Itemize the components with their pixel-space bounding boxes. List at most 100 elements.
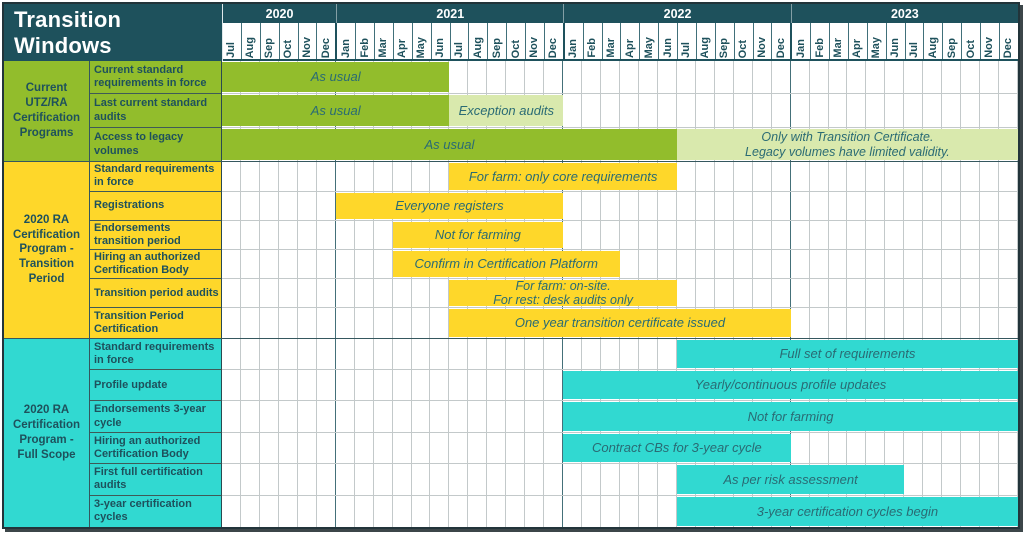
timeline-cell [563,338,583,369]
month-label: Jul [225,42,238,58]
timeline-cell [791,220,810,249]
month-label: Aug [244,36,257,58]
timeline-cell [999,162,1019,191]
month-cell: Aug [242,23,261,59]
timeline-cell [639,94,658,127]
timeline-cell [298,401,317,432]
timeline-cell [241,401,260,432]
timeline-cell [715,279,734,308]
timeline-cell [904,308,924,338]
timeline-cell [374,432,393,464]
month-cell: Jul [451,23,470,59]
year-cell-2021: 2021 [336,4,563,23]
timeline-cell [942,464,962,495]
month-cell: Apr [394,23,413,59]
row-timeline: Full set of requirements [222,338,1019,370]
timeline-cell [317,279,336,308]
gantt-bar-label: As per risk assessment [723,471,858,487]
timeline-cell [923,464,943,495]
timeline-cell [449,432,469,464]
timeline-cell [942,220,962,249]
timeline-cell [923,191,943,220]
timeline-cell [336,401,355,432]
timeline-cell [601,94,621,127]
month-cell: Jul [223,23,242,59]
group-rows: Standard requirements in force For farm: … [90,162,1019,338]
month-label: Apr [851,39,864,58]
timeline-cell [753,249,772,279]
month-cell: Jun [432,23,451,59]
timeline-cell [298,308,317,338]
row-label-cell: Standard requirements in force [90,162,222,192]
timeline-cell [847,162,867,191]
timeline-cell [980,464,1000,495]
timeline-cell [222,401,241,432]
month-cell: Jun [659,23,678,59]
row-label-cell: Transition period audits [90,279,222,309]
timeline-cell [430,432,450,464]
gantt-bar: One year transition certificate issued [449,309,791,337]
month-cell: Jan [792,23,812,59]
row-timeline: 3-year certification cycles begin [222,495,1019,527]
timeline-cell [487,464,507,495]
timeline-cell [601,61,621,94]
timeline-cell [582,220,602,249]
group-rows: Current standard requirements in force As… [90,61,1019,162]
gantt-row: First full certification audits As per ri… [90,464,1019,496]
timeline-cell [298,495,317,527]
timeline-cell [923,308,943,338]
month-label: Jun [661,38,674,58]
timeline-cell [222,191,241,220]
gantt-bar: For farm: on-site. For rest: desk audits … [449,280,677,307]
gantt-row: Hiring an authorized Certification Body C… [90,432,1019,465]
row-label-cell: Last current standard audits [90,94,222,128]
timeline-cell [923,220,943,249]
timeline-cell [279,162,298,191]
timeline-cell [449,369,469,401]
month-row: Jul Aug Sep Oct Nov Dec Jan Feb Mar Apr May Jun Jul A… [223,23,1018,61]
timeline-cell [298,279,317,308]
timeline-cell [961,191,981,220]
timeline-cell [772,220,791,249]
month-label: Feb [813,38,826,58]
gantt-row: Endorsements transition period Not for fa… [90,220,1019,250]
timeline-cell [525,432,545,464]
timeline-cell [298,249,317,279]
timeline-cell [829,220,848,249]
timeline-cell [525,369,545,401]
year-cell-2020: 2020 [265,6,294,21]
month-label: Feb [358,38,371,58]
timeline-cell [506,401,526,432]
row-timeline: Confirm in Certification Platform [222,249,1019,280]
timeline-cell [753,162,772,191]
group-label-line: Certification [12,418,81,431]
gantt-bar: Not for farming [392,221,564,248]
timeline-cell [506,369,526,401]
timeline-cell [355,432,374,464]
timeline-cell [487,61,507,94]
timeline-cell [487,495,507,527]
timeline-cell [829,279,848,308]
timeline-cell [753,61,772,94]
timeline-cell [601,338,621,369]
group-label-line: Period [28,273,65,286]
gantt-bar-label: Legacy volumes have limited validity. [745,144,950,159]
timeline-cell [847,61,867,94]
timeline-cell [753,94,772,127]
timeline-cell [639,191,658,220]
timeline-cell [336,338,355,369]
timeline-cell [772,61,791,94]
row-label-cell: Hiring an authorized Certification Body [90,432,222,465]
timeline-cell [810,162,829,191]
timeline-cell [961,464,981,495]
timeline-cell [393,162,412,191]
timeline-cell [374,401,393,432]
timeline-cell [468,401,488,432]
month-label: Sep [490,37,503,58]
month-label: Aug [926,36,939,58]
timeline-cell [582,495,602,527]
timeline-cell [961,61,981,94]
timeline-cell [772,279,791,308]
month-cell: Jan [337,23,357,59]
